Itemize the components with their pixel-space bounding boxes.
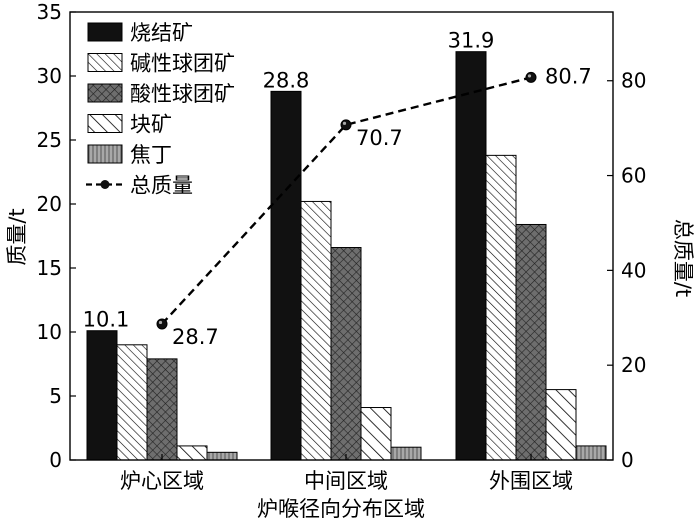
- bar-5-2: [390, 446, 422, 461]
- legend-label: 焦丁: [130, 143, 172, 167]
- total-point-highlight: [158, 320, 163, 325]
- y-axis-title: 质量/t: [5, 208, 29, 265]
- y2-tick-label: 0: [621, 448, 634, 472]
- bar-3-2: [330, 247, 362, 461]
- data-labels-layer: 10.1 28.8 31.9 28.7 70.7 80.7: [83, 29, 592, 349]
- y2-axis-title: 总质量/t: [671, 219, 695, 297]
- total-value-label: 70.7: [356, 126, 403, 150]
- y-tick-label: 0: [49, 448, 62, 472]
- x-tick-label: 炉心区域: [120, 469, 204, 493]
- y-tick-label: 35: [37, 0, 62, 24]
- legend-line-marker: [100, 180, 110, 189]
- bar-value-label: 10.1: [83, 308, 130, 332]
- legend-label: 酸性球团矿: [130, 82, 235, 106]
- bar-4-3: [545, 389, 577, 461]
- legend-swatch: [87, 53, 123, 72]
- legend-label: 块矿: [130, 113, 172, 137]
- bar-5-1: [206, 451, 238, 461]
- bar-2-2: [300, 200, 332, 461]
- legend-swatch: [87, 22, 123, 42]
- bar-1-2: [270, 90, 302, 461]
- total-point: [340, 119, 352, 131]
- legend-swatch: [87, 144, 123, 164]
- x-tick-label: 外围区域: [489, 469, 573, 493]
- y-tick-label: 15: [37, 256, 62, 280]
- y-tick-label: 20: [37, 192, 62, 216]
- bar-value-label: 31.9: [448, 29, 495, 53]
- y-tick-label: 10: [37, 320, 62, 344]
- bar-4-1: [176, 445, 208, 461]
- ticks-layer: 0 5 10 15 20 25 30 35 0 20 40 60 80 炉心区域 中间区域 外围区域: [37, 0, 647, 493]
- plot-frame: [69, 11, 614, 461]
- x-axis-title: 炉喉径向分布区域: [257, 497, 425, 521]
- bars-layer: [86, 51, 607, 461]
- y2-tick-label: 20: [621, 353, 646, 377]
- x-tick-label: 中间区域: [304, 469, 388, 493]
- legend-label: 总质量: [130, 174, 193, 198]
- bar-2-3: [485, 154, 517, 461]
- total-value-label: 80.7: [545, 64, 592, 88]
- legend-swatch: [87, 83, 123, 103]
- bar-5-3: [575, 445, 607, 461]
- total-point-highlight: [342, 121, 347, 125]
- y2-tick-label: 60: [621, 164, 646, 188]
- legend-swatch: [87, 114, 123, 133]
- y-tick-label: 5: [49, 384, 62, 408]
- total-point-highlight: [527, 74, 532, 78]
- total-point: [525, 71, 537, 83]
- bar-3-1: [146, 358, 178, 461]
- y-tick-label: 25: [37, 128, 62, 152]
- bar-4-2: [360, 407, 392, 461]
- total-value-label: 28.7: [172, 325, 219, 349]
- bar-value-label: 28.8: [263, 68, 310, 92]
- y-tick-label: 30: [37, 64, 62, 88]
- bar-3-3: [515, 223, 547, 461]
- bar-2-1: [116, 344, 148, 461]
- y2-tick-label: 80: [621, 69, 646, 93]
- y2-tick-label: 40: [621, 258, 646, 282]
- total-point: [156, 318, 168, 330]
- legend-label: 碱性球团矿: [130, 52, 235, 76]
- bar-1-1: [86, 330, 118, 461]
- legend-label: 烧结矿: [130, 21, 193, 45]
- total-line-layer: [156, 71, 537, 330]
- bar-1-3: [455, 51, 487, 461]
